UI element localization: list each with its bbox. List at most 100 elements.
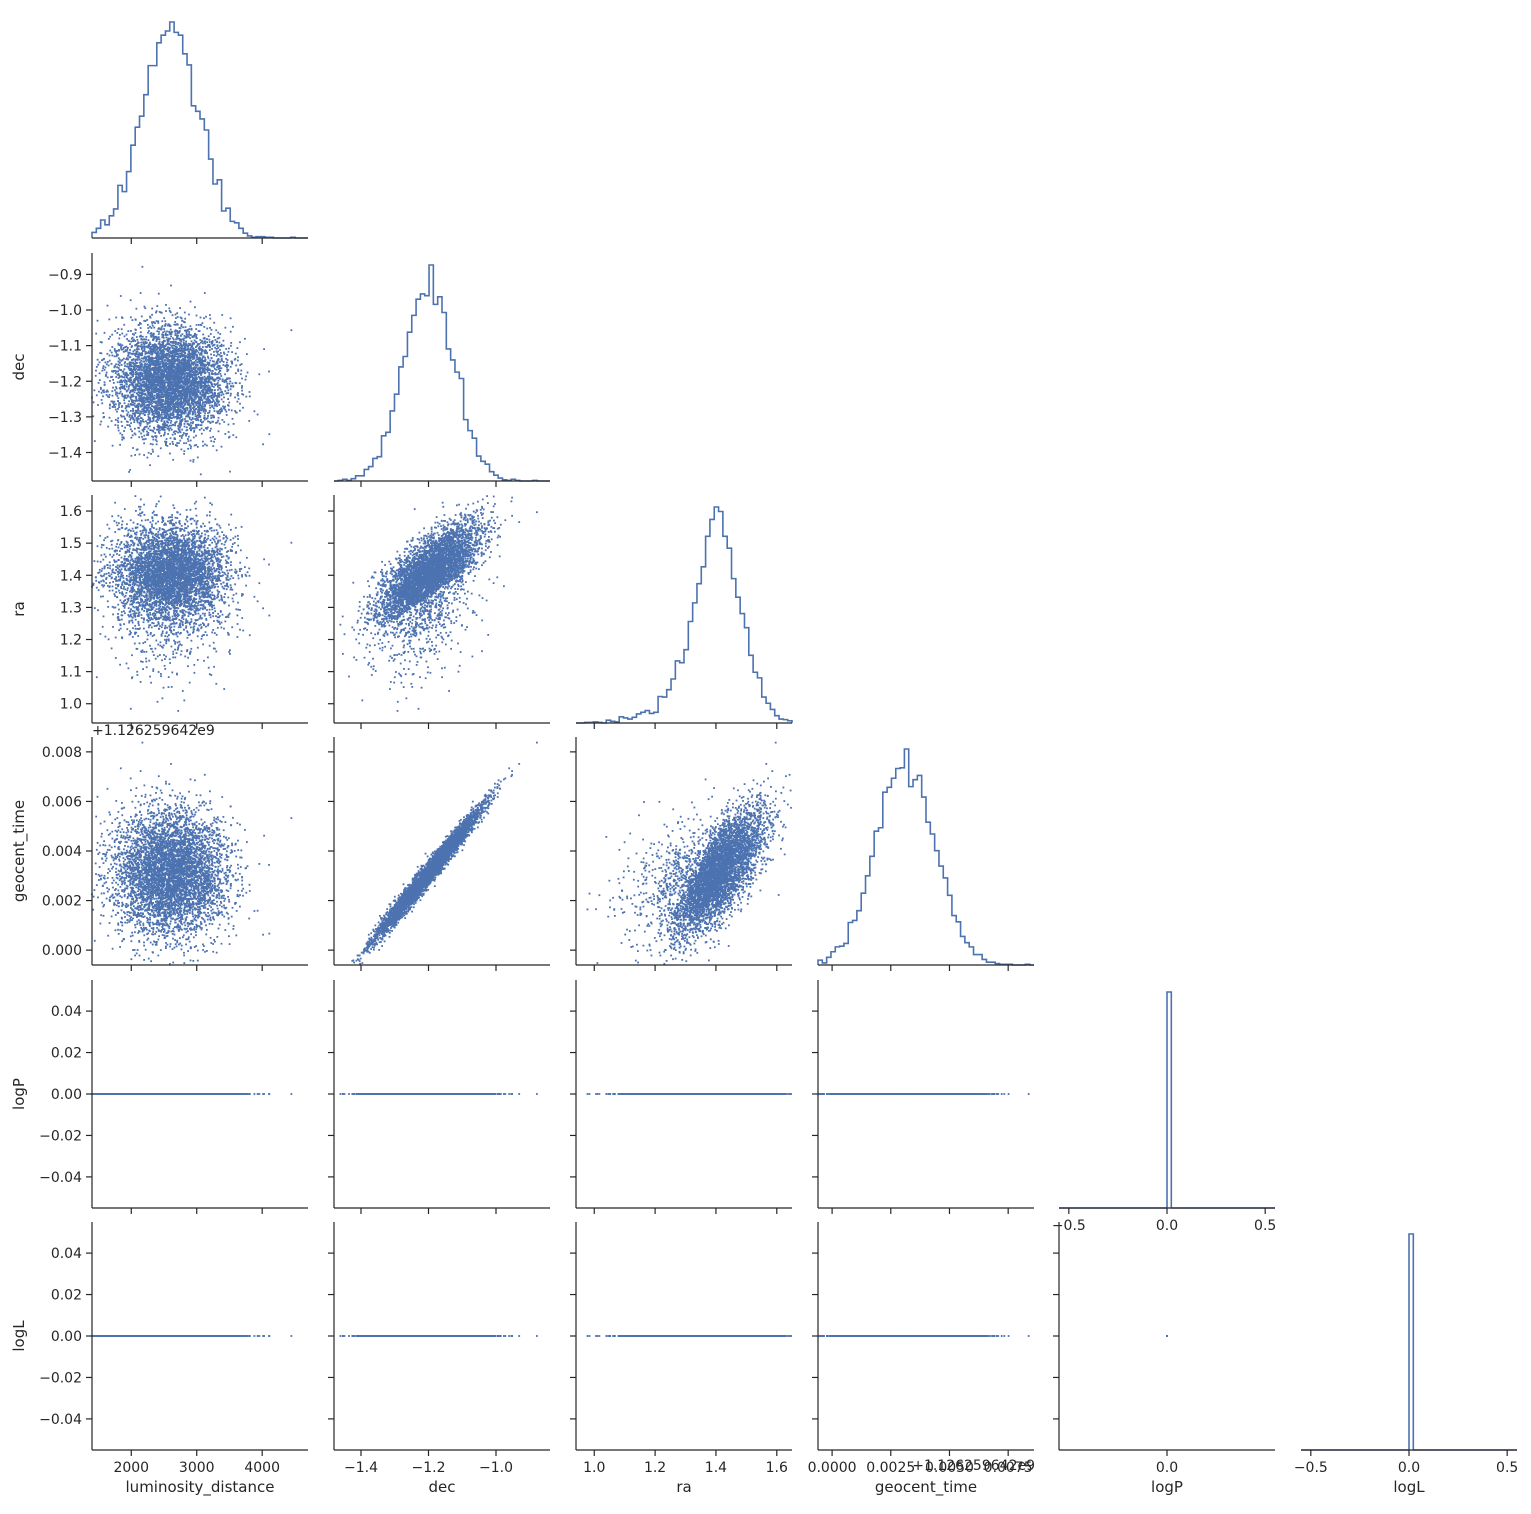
scatter-point xyxy=(153,333,155,335)
scatter-point xyxy=(188,436,190,438)
scatter-point xyxy=(116,366,118,368)
histogram-luminosity_distance xyxy=(92,22,308,238)
scatter-point xyxy=(109,404,111,406)
scatter-point xyxy=(230,342,232,344)
scatter-point xyxy=(154,395,156,397)
scatter-point xyxy=(109,355,111,357)
scatter-point xyxy=(195,328,197,330)
scatter-point xyxy=(119,444,121,446)
scatter-point xyxy=(143,421,145,423)
scatter-point xyxy=(190,446,192,448)
scatter-point xyxy=(141,344,143,346)
scatter-point xyxy=(146,319,148,321)
scatter-point xyxy=(202,346,204,348)
scatter-point xyxy=(197,457,199,459)
scatter-point xyxy=(119,393,121,395)
scatter-point xyxy=(116,411,118,413)
scatter-point xyxy=(235,365,237,367)
scatter-point xyxy=(228,402,230,404)
scatter-point xyxy=(184,426,186,428)
scatter-point xyxy=(216,348,218,350)
scatter-point xyxy=(223,340,225,342)
scatter-point xyxy=(162,343,164,345)
scatter-point xyxy=(119,359,121,361)
scatter-point xyxy=(132,404,134,406)
scatter-point xyxy=(118,349,120,351)
scatter-point xyxy=(120,391,122,393)
scatter-point xyxy=(200,419,202,421)
scatter-point xyxy=(115,403,117,405)
scatter-point xyxy=(218,401,220,403)
scatter-point xyxy=(145,420,147,422)
scatter-point xyxy=(102,395,104,397)
scatter-point xyxy=(143,454,145,456)
scatter-point xyxy=(213,322,215,324)
scatter-point xyxy=(202,322,204,324)
scatter-point xyxy=(222,419,224,421)
scatter-point xyxy=(93,401,95,403)
scatter-point xyxy=(179,440,181,442)
scatter-point xyxy=(112,379,114,381)
scatter-point xyxy=(177,324,179,326)
scatter-point xyxy=(170,336,172,338)
scatter-point xyxy=(98,382,100,384)
scatter-point xyxy=(241,390,243,392)
scatter-point xyxy=(124,427,126,429)
scatter-point xyxy=(223,393,225,395)
scatter-point xyxy=(121,364,123,366)
scatter-point xyxy=(224,390,226,392)
scatter-points-dec-vs-luminosity_distance xyxy=(91,266,292,475)
scatter-point xyxy=(102,367,104,369)
scatter-point xyxy=(181,449,183,451)
scatter-point xyxy=(200,392,202,394)
panel-grid: −1.4−1.3−1.2−1.1−1.0−0.9dec1.01.11.21.31… xyxy=(10,22,1518,1497)
scatter-point xyxy=(107,353,109,355)
scatter-point xyxy=(109,350,111,352)
scatter-point xyxy=(161,420,163,422)
scatter-point xyxy=(219,354,221,356)
scatter-point xyxy=(112,387,114,389)
scatter-point xyxy=(95,375,97,377)
scatter-point xyxy=(156,397,158,399)
scatter-point xyxy=(213,441,215,443)
scatter-point xyxy=(115,419,117,421)
scatter-point xyxy=(167,445,169,447)
scatter-point xyxy=(194,445,196,447)
scatter-point xyxy=(109,407,111,409)
scatter-point xyxy=(127,412,129,414)
scatter-point xyxy=(164,433,166,435)
scatter-point xyxy=(144,307,146,309)
scatter-point xyxy=(161,327,163,329)
scatter-point xyxy=(213,336,215,338)
scatter-point xyxy=(129,414,131,416)
scatter-point xyxy=(204,415,206,417)
scatter-point xyxy=(187,423,189,425)
scatter-point xyxy=(177,432,179,434)
scatter-point xyxy=(213,386,215,388)
scatter-point xyxy=(152,325,154,327)
scatter-point xyxy=(221,314,223,316)
scatter-point xyxy=(96,366,98,368)
scatter-point xyxy=(209,341,211,343)
scatter-point xyxy=(219,384,221,386)
scatter-point xyxy=(193,459,195,461)
scatter-point xyxy=(108,365,110,367)
scatter-point xyxy=(257,414,259,416)
scatter-point xyxy=(197,343,199,345)
scatter-point xyxy=(119,362,121,364)
scatter-point xyxy=(99,372,101,374)
scatter-point xyxy=(134,340,136,342)
scatter-point xyxy=(121,328,123,330)
scatter-point xyxy=(99,352,101,354)
scatter-point xyxy=(149,464,151,466)
scatter-point xyxy=(228,351,230,353)
scatter-point xyxy=(164,432,166,434)
scatter-point xyxy=(139,391,141,393)
scatter-point xyxy=(157,320,159,322)
scatter-point xyxy=(182,333,184,335)
scatter-point xyxy=(147,332,149,334)
scatter-point xyxy=(176,442,178,444)
scatter-point xyxy=(137,422,139,424)
scatter-point xyxy=(97,364,99,366)
scatter-point xyxy=(131,430,133,432)
